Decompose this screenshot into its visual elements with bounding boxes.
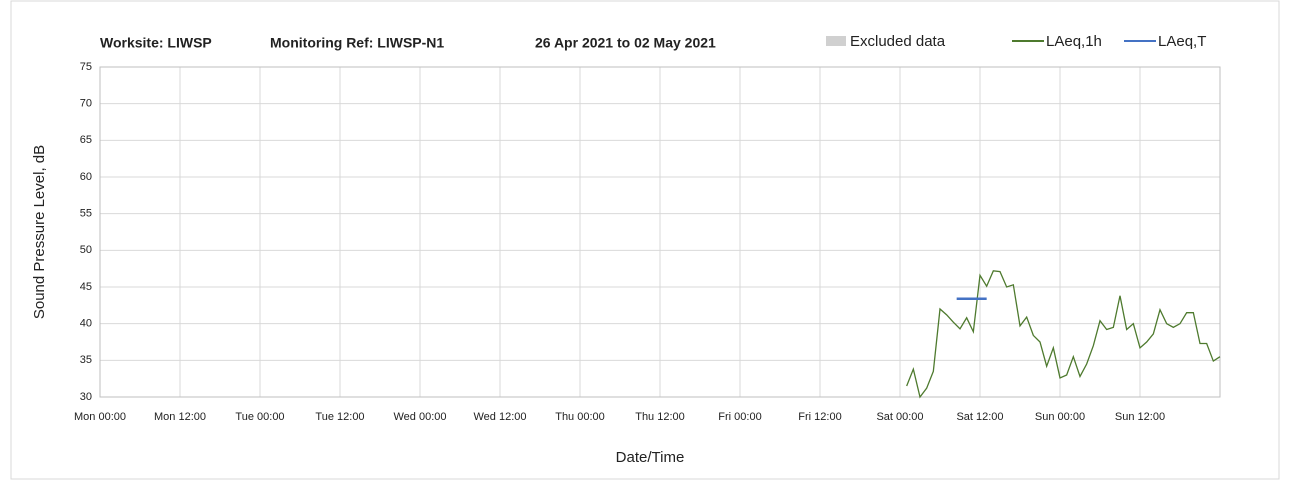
x-tick-label: Fri 12:00 [798,411,841,423]
y-tick-label: 35 [80,354,92,366]
chart-frame [10,0,1280,480]
x-tick-label: Sat 00:00 [876,411,923,423]
y-tick-label: 30 [80,391,92,403]
y-tick-label: 70 [80,98,92,110]
chart-title: Monitoring Ref: LIWSP-N1 [270,35,444,51]
plot-frame [99,66,1221,398]
x-axis-label: Date/Time [616,449,685,466]
y-axis-label: Sound Pressure Level, dB [31,145,48,319]
legend-label: Excluded data [850,33,946,50]
chart-title: Worksite: LIWSP [100,35,212,51]
chart-title: 26 Apr 2021 to 02 May 2021 [535,35,716,51]
legend-swatch [826,36,846,46]
legend-label: LAeq,T [1158,33,1206,50]
y-tick-label: 45 [80,281,92,293]
legend-label: LAeq,1h [1046,33,1102,50]
x-tick-label: Sun 00:00 [1035,411,1085,423]
series-line [906,270,1221,399]
x-tick-label: Thu 12:00 [635,411,685,423]
y-tick-label: 65 [80,134,92,146]
x-tick-label: Sun 12:00 [1115,411,1165,423]
x-tick-label: Mon 12:00 [154,411,206,423]
x-tick-label: Wed 12:00 [473,411,526,423]
y-tick-label: 50 [80,244,92,256]
x-tick-label: Tue 00:00 [235,411,284,423]
y-tick-label: 60 [80,171,92,183]
x-tick-label: Tue 12:00 [315,411,364,423]
x-tick-label: Mon 00:00 [74,411,126,423]
x-tick-label: Fri 00:00 [718,411,761,423]
x-tick-label: Wed 00:00 [393,411,446,423]
x-tick-label: Sat 12:00 [956,411,1003,423]
y-tick-label: 75 [80,61,92,73]
x-tick-label: Thu 00:00 [555,411,605,423]
y-tick-label: 55 [80,208,92,220]
y-tick-label: 40 [80,318,92,330]
